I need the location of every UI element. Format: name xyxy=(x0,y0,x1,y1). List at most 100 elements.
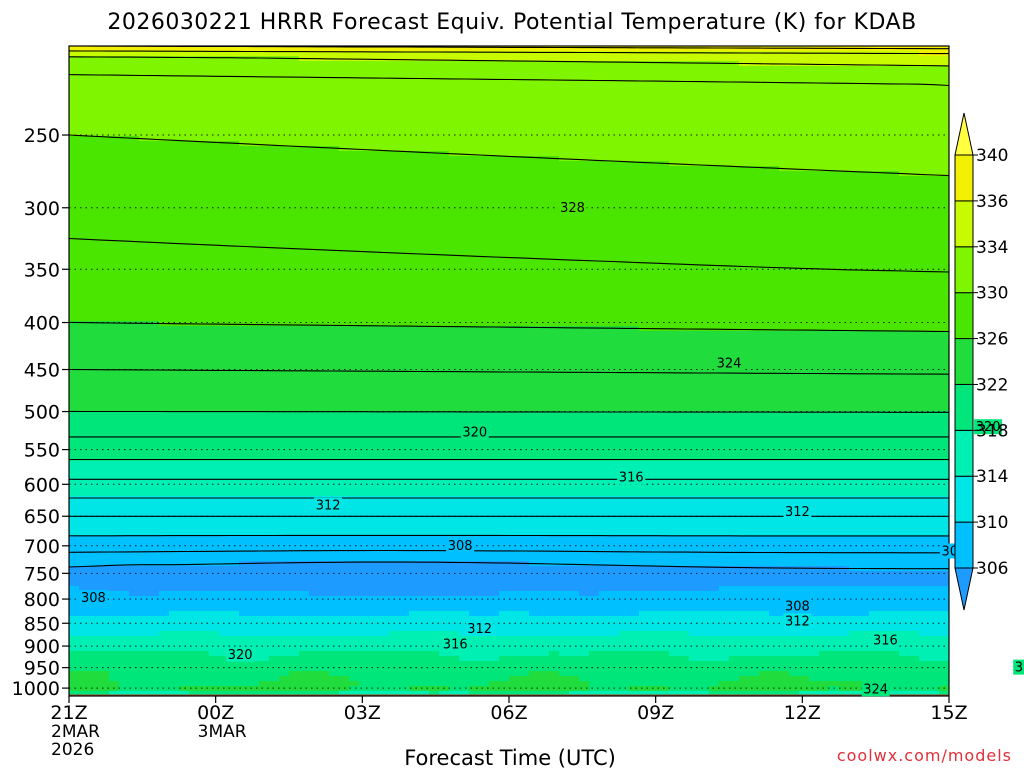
field-cell xyxy=(449,171,460,177)
field-cell xyxy=(99,206,110,212)
field-cell xyxy=(299,106,310,112)
field-cell xyxy=(819,86,830,92)
field-cell xyxy=(389,326,400,332)
field-cell xyxy=(489,226,500,232)
field-cell xyxy=(439,251,450,257)
field-cell xyxy=(869,166,880,172)
field-cell xyxy=(929,81,940,87)
field-cell xyxy=(899,151,910,157)
field-cell xyxy=(199,236,210,242)
field-cell xyxy=(819,51,830,57)
field-cell xyxy=(249,136,260,142)
field-cell xyxy=(659,141,670,147)
field-cell xyxy=(939,111,949,117)
field-cell xyxy=(899,121,910,127)
field-cell xyxy=(779,66,790,72)
field-cell xyxy=(259,326,270,332)
field-cell xyxy=(529,311,540,317)
field-cell xyxy=(909,161,920,167)
field-cell xyxy=(419,281,430,287)
field-cell xyxy=(299,316,310,322)
field-cell xyxy=(409,131,420,137)
field-cell xyxy=(859,91,870,97)
field-cell xyxy=(429,81,440,87)
field-cell xyxy=(759,231,770,237)
field-cell xyxy=(759,96,770,102)
field-cell xyxy=(729,286,740,292)
field-cell xyxy=(149,291,160,297)
field-cell xyxy=(619,231,630,237)
field-cell xyxy=(429,126,440,132)
field-cell xyxy=(79,261,90,267)
field-cell xyxy=(939,91,949,97)
field-cell xyxy=(389,296,400,302)
field-cell xyxy=(769,201,780,207)
field-cell xyxy=(729,271,740,277)
field-cell xyxy=(229,301,240,307)
field-cell xyxy=(209,236,220,242)
field-cell xyxy=(879,186,890,192)
field-cell xyxy=(579,71,590,77)
field-cell xyxy=(269,251,280,257)
field-cell xyxy=(469,91,480,97)
field-cell xyxy=(389,306,400,312)
field-cell xyxy=(179,151,190,157)
field-cell xyxy=(199,126,210,132)
field-cell xyxy=(239,276,250,282)
field-cell xyxy=(519,116,530,122)
field-cell xyxy=(489,71,500,77)
field-cell xyxy=(719,226,730,232)
field-cell xyxy=(509,231,520,237)
field-cell xyxy=(749,251,760,257)
field-cell xyxy=(549,291,560,297)
field-cell xyxy=(219,201,230,207)
field-cell xyxy=(449,86,460,92)
field-cell xyxy=(699,46,710,52)
field-cell xyxy=(449,106,460,112)
field-cell xyxy=(129,86,140,92)
field-cell xyxy=(69,181,80,187)
field-cell xyxy=(309,86,320,92)
field-cell xyxy=(589,51,600,57)
field-cell xyxy=(639,76,650,82)
field-cell xyxy=(559,176,570,182)
field-cell xyxy=(559,131,570,137)
field-cell xyxy=(99,221,110,227)
field-cell xyxy=(569,326,580,332)
field-cell xyxy=(79,286,90,292)
field-cell xyxy=(409,161,420,167)
field-cell xyxy=(749,311,760,317)
field-cell xyxy=(319,101,330,107)
field-cell xyxy=(769,211,780,217)
field-cell xyxy=(219,116,230,122)
field-cell xyxy=(679,281,690,287)
field-cell xyxy=(289,96,300,102)
field-cell xyxy=(539,51,550,57)
field-cell xyxy=(809,291,820,297)
field-cell xyxy=(439,136,450,142)
field-cell xyxy=(79,61,90,67)
field-cell xyxy=(199,131,210,137)
field-cell xyxy=(799,276,810,282)
field-cell xyxy=(689,301,700,307)
field-cell xyxy=(659,56,670,62)
field-cell xyxy=(579,66,590,72)
field-cell xyxy=(639,111,650,117)
field-cell xyxy=(799,71,810,77)
field-cell xyxy=(479,286,490,292)
field-cell xyxy=(709,271,720,277)
field-cell xyxy=(769,156,780,162)
field-cell xyxy=(759,201,770,207)
field-cell xyxy=(459,86,470,92)
field-cell xyxy=(439,281,450,287)
field-cell xyxy=(579,151,590,157)
field-cell xyxy=(849,301,860,307)
field-cell xyxy=(789,266,800,272)
field-cell xyxy=(249,251,260,257)
field-cell xyxy=(659,186,670,192)
field-cell xyxy=(429,216,440,222)
field-cell xyxy=(109,171,120,177)
field-cell xyxy=(399,196,410,202)
field-cell xyxy=(199,76,210,82)
field-cell xyxy=(879,201,890,207)
